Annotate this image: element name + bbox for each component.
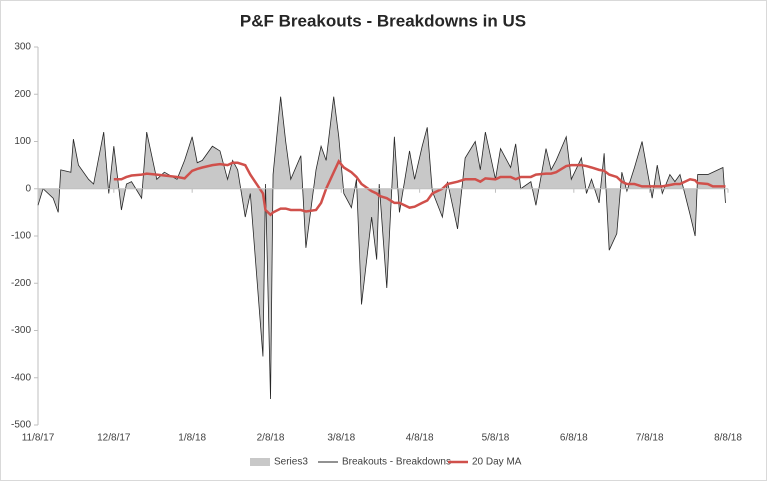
x-tick-label: 11/8/17: [22, 433, 55, 444]
x-tick-label: 5/8/18: [482, 433, 510, 444]
x-tick-label: 12/8/17: [97, 433, 131, 444]
y-tick-label: 100: [14, 136, 31, 147]
line: [113, 159, 726, 217]
legend-label: Series3: [274, 457, 308, 468]
chart-title: P&F Breakouts - Breakdowns in US: [240, 11, 526, 30]
x-tick-label: 1/8/18: [178, 433, 206, 444]
y-tick-label: 0: [25, 183, 31, 194]
y-tick-label: 200: [14, 89, 31, 100]
legend-label: 20 Day MA: [472, 457, 522, 468]
y-tick-label: -200: [11, 278, 31, 289]
y-tick-label: -500: [11, 420, 31, 431]
x-tick-label: 7/8/18: [636, 433, 664, 444]
x-tick-label: 3/8/18: [327, 433, 355, 444]
line: [37, 96, 726, 400]
x-tick-label: 2/8/18: [257, 433, 285, 444]
y-tick-label: -100: [11, 231, 31, 242]
x-tick-label: 4/8/18: [406, 433, 434, 444]
y-tick-label: -400: [11, 372, 31, 383]
x-tick-label: 8/8/18: [714, 433, 742, 444]
legend-swatch: [250, 458, 270, 466]
y-tick-label: 300: [14, 42, 31, 53]
y-tick-label: -300: [11, 325, 31, 336]
legend-label: Breakouts - Breakdowns: [342, 457, 451, 468]
x-tick-label: 6/8/18: [560, 433, 588, 444]
